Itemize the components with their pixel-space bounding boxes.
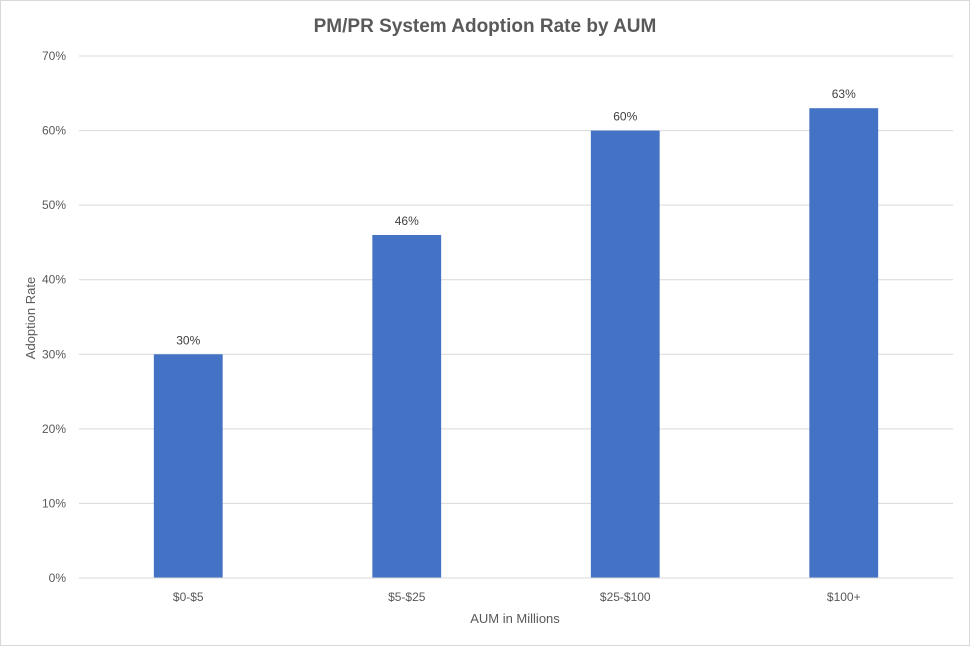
y-tick-label: 40% — [42, 273, 66, 287]
x-tick-label: $100+ — [827, 590, 861, 604]
data-label: 46% — [395, 214, 419, 228]
gridlines — [79, 55, 953, 504]
y-tick-label: 50% — [42, 198, 66, 212]
bars — [153, 108, 879, 579]
data-label: 60% — [613, 110, 637, 124]
bar — [809, 108, 879, 578]
bar — [590, 130, 660, 579]
x-axis-title: AUM in Millions — [470, 611, 560, 626]
y-tick-label: 30% — [42, 347, 66, 361]
y-tick-label: 20% — [42, 422, 66, 436]
x-tick-label: $0-$5 — [173, 590, 204, 604]
x-axis-ticks: $0-$5 $5-$25 $25-$100 $100+ — [173, 590, 861, 604]
y-tick-label: 60% — [42, 124, 66, 138]
bar — [153, 354, 223, 578]
data-label: 30% — [176, 333, 200, 347]
y-tick-label: 0% — [49, 571, 67, 585]
y-axis-ticks: 0% 10% 20% 30% 40% 50% 60% 70% — [42, 49, 66, 585]
data-label: 63% — [832, 87, 856, 101]
y-tick-label: 70% — [42, 49, 66, 63]
data-labels: 30% 46% 60% 63% — [176, 87, 856, 347]
y-tick-label: 10% — [42, 496, 66, 510]
x-tick-label: $25-$100 — [600, 590, 651, 604]
y-axis-title: Adoption Rate — [23, 277, 38, 359]
bar — [372, 234, 442, 578]
x-tick-label: $5-$25 — [388, 590, 426, 604]
chart-title: PM/PR System Adoption Rate by AUM — [314, 16, 657, 37]
